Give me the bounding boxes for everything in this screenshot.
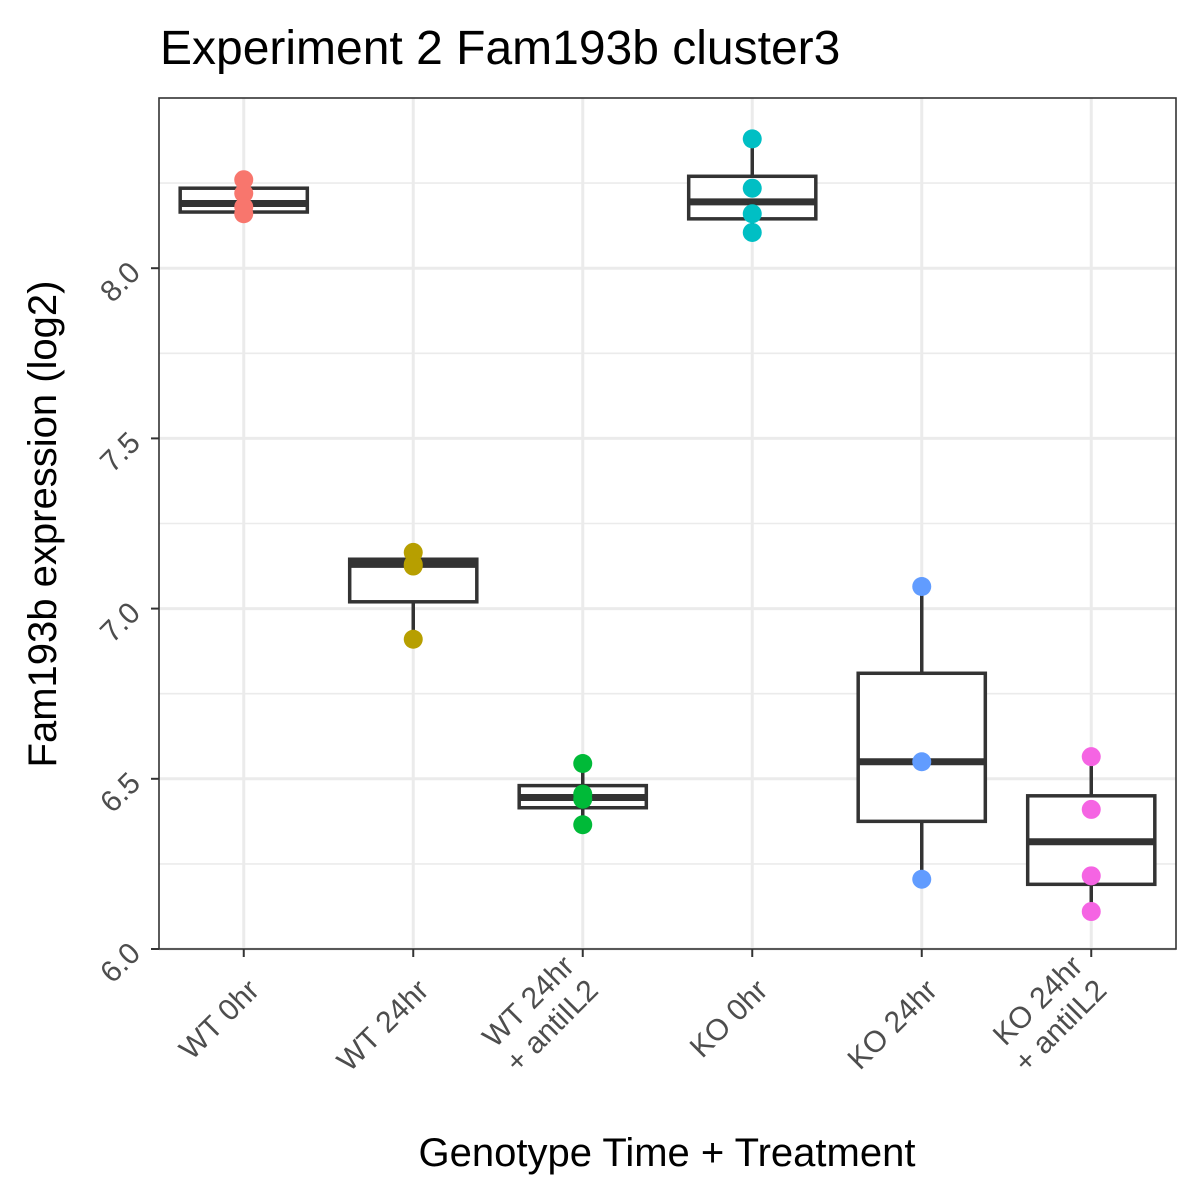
data-point (912, 752, 932, 772)
data-point (912, 869, 932, 889)
data-point (403, 556, 423, 576)
data-point (573, 815, 593, 835)
grid-lines (159, 98, 1176, 951)
data-point (234, 170, 254, 190)
data-point (573, 753, 593, 773)
box-iqr (856, 671, 988, 824)
box-group (856, 586, 988, 880)
y-axis-title: Fam193b expression (log2) (21, 281, 65, 768)
data-point (742, 222, 762, 242)
data-point (403, 629, 423, 649)
data-point (1081, 799, 1101, 819)
data-point (742, 178, 762, 198)
data-point (742, 129, 762, 149)
data-point (1081, 747, 1101, 767)
data-point (234, 204, 254, 224)
points-layer (234, 129, 1101, 922)
data-point (742, 204, 762, 224)
chart-title: Experiment 2 Fam193b cluster3 (160, 22, 840, 75)
data-point (1081, 902, 1101, 922)
x-axis-title: Genotype Time + Treatment (419, 1131, 916, 1175)
panel-border (158, 97, 1177, 950)
data-point (573, 789, 593, 809)
data-point (1081, 866, 1101, 886)
data-point (234, 183, 254, 203)
data-point (912, 576, 932, 596)
